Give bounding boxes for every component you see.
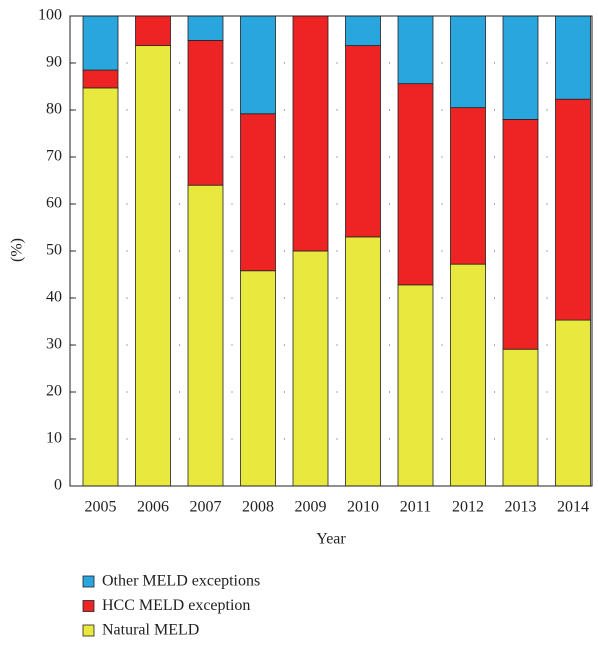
- plot-frame: [69, 15, 593, 487]
- bar-segment: [555, 15, 591, 100]
- x-axis-label: Year: [316, 531, 346, 548]
- y-tick-label: 30: [46, 336, 62, 353]
- bar-segment: [187, 15, 224, 41]
- bar-segment: [397, 15, 434, 85]
- bar-segment: [135, 15, 171, 47]
- legend-label: Natural MELD: [102, 622, 199, 639]
- x-tick-label: 2013: [505, 499, 537, 516]
- bar-segment: [397, 83, 434, 286]
- x-tick-label: 2012: [452, 499, 484, 516]
- y-tick-label: 10: [46, 430, 62, 447]
- legend-swatch: [82, 624, 95, 637]
- bar-segment: [240, 15, 276, 115]
- bar-segment: [82, 15, 119, 71]
- bar-segment: [555, 98, 591, 321]
- legend-swatch: [82, 575, 95, 588]
- legend-label: Other MELD exceptions: [102, 573, 260, 590]
- bar-segment: [502, 119, 539, 350]
- bar-segment: [345, 45, 381, 238]
- bar-segment: [555, 319, 591, 487]
- x-tick-label: 2008: [242, 499, 274, 516]
- bar-segment: [187, 184, 224, 487]
- legend-label: HCC MELD exception: [102, 597, 250, 614]
- bar-segment: [450, 107, 486, 265]
- bar-segment: [450, 15, 486, 109]
- bar-segment: [135, 45, 171, 487]
- bar-segment: [240, 113, 276, 272]
- bar-segment: [82, 69, 119, 89]
- y-tick-label: 20: [46, 383, 62, 400]
- y-tick-label: 50: [46, 242, 62, 259]
- bar-segment: [240, 270, 276, 487]
- y-tick-label: 40: [46, 289, 62, 306]
- y-tick-label: 90: [46, 54, 62, 71]
- x-tick-label: 2009: [295, 499, 327, 516]
- bar-segment: [450, 263, 486, 487]
- bar-segment: [187, 40, 224, 186]
- y-tick-label: 0: [54, 477, 62, 494]
- bar-segment: [502, 15, 539, 120]
- legend-swatch: [82, 600, 95, 612]
- y-tick-label: 70: [46, 148, 62, 165]
- x-tick-label: 2005: [85, 499, 117, 516]
- bar-segment: [502, 348, 539, 487]
- y-tick-label: 100: [38, 7, 62, 24]
- bar-segment: [82, 87, 119, 487]
- bar-segment: [345, 15, 381, 47]
- bar-segment: [345, 236, 381, 487]
- bar-segment: [397, 284, 434, 487]
- bar-segment: [292, 250, 329, 487]
- y-tick-label: 60: [46, 195, 62, 212]
- bar-segment: [292, 15, 329, 252]
- x-tick-label: 2007: [190, 499, 222, 516]
- x-tick-label: 2010: [347, 499, 379, 516]
- x-tick-label: 2011: [400, 499, 431, 516]
- x-tick-label: 2006: [137, 499, 169, 516]
- y-tick-label: 80: [46, 101, 62, 118]
- x-tick-label: 2014: [557, 499, 589, 516]
- y-axis-label: (%): [9, 238, 26, 262]
